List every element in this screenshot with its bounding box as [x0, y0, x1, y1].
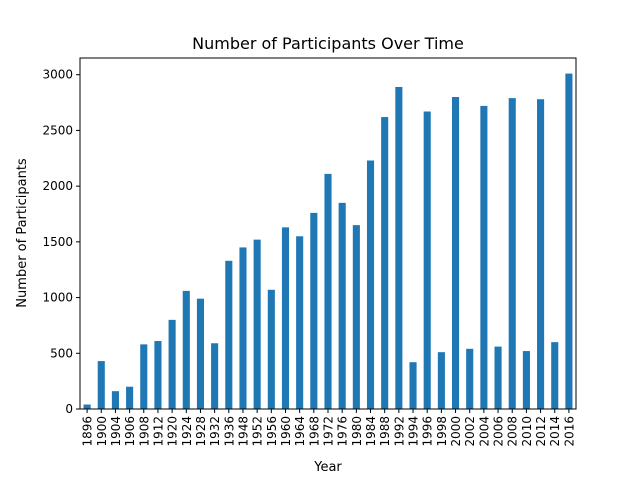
x-tick-label: 2008 — [506, 416, 520, 447]
x-tick-label: 1960 — [279, 416, 293, 447]
x-tick-label: 2012 — [534, 416, 548, 447]
chart-title: Number of Participants Over Time — [192, 34, 464, 53]
bar-1980 — [352, 225, 360, 409]
y-tick-label: 500 — [50, 346, 73, 360]
x-tick-label: 1988 — [378, 416, 392, 447]
x-tick-label: 1968 — [307, 416, 321, 447]
x-tick-label: 1992 — [392, 416, 406, 447]
x-tick-label: 2000 — [449, 416, 463, 447]
x-tick-label: 1908 — [137, 416, 151, 447]
y-tick-label: 2500 — [42, 123, 73, 137]
x-tick-label: 1906 — [123, 416, 137, 447]
x-tick-label: 1896 — [81, 416, 95, 447]
y-axis-label: Number of Participants — [15, 158, 30, 308]
x-tick-label: 1948 — [236, 416, 250, 447]
bar-1920 — [168, 319, 176, 409]
x-tick-label: 1912 — [151, 416, 165, 447]
bar-1952 — [253, 239, 261, 409]
x-tick-label: 1932 — [208, 416, 222, 447]
bar-2006 — [494, 346, 502, 409]
x-tick-label: 1920 — [166, 416, 180, 447]
bar-1936 — [225, 260, 233, 409]
x-tick-label: 1952 — [251, 416, 265, 447]
bar-1964 — [296, 236, 304, 409]
bar-1960 — [281, 227, 290, 409]
bar-2008 — [508, 98, 516, 410]
bar-1994 — [409, 362, 417, 409]
bar-1928 — [196, 298, 204, 409]
x-tick-label: 1964 — [293, 416, 307, 447]
x-tick-label: 1904 — [109, 416, 123, 447]
bar-1956 — [267, 289, 275, 409]
x-axis-label: Year — [313, 460, 342, 475]
bar-1976 — [338, 202, 346, 409]
y-tick-label: 1500 — [42, 235, 73, 249]
x-tick-label: 1956 — [265, 416, 279, 447]
y-tick-label: 1000 — [42, 291, 73, 305]
x-tick-label: 2016 — [562, 416, 576, 447]
x-tick-label: 2006 — [492, 416, 506, 447]
bar-1948 — [239, 247, 247, 409]
bar-1968 — [310, 212, 318, 409]
x-tick-label: 1936 — [222, 416, 236, 447]
bar-1924 — [182, 290, 190, 409]
bar-1996 — [423, 111, 431, 410]
y-tick-label: 3000 — [42, 68, 73, 82]
bar-2014 — [551, 342, 559, 409]
bar-2002 — [466, 348, 474, 409]
x-tick-label: 2010 — [520, 416, 534, 447]
x-tick-label: 2002 — [463, 416, 477, 447]
bar-1900 — [97, 361, 105, 409]
bar-2004 — [480, 105, 488, 409]
x-tick-label: 1994 — [407, 416, 421, 447]
bar-group — [83, 73, 573, 410]
x-tick-label: 1998 — [435, 416, 449, 447]
plot-frame — [79, 57, 577, 410]
bar-1932 — [211, 343, 219, 409]
y-tick-label: 2000 — [42, 179, 73, 193]
bar-2016 — [565, 73, 573, 409]
bar-1992 — [395, 86, 403, 409]
x-tick-label: 1972 — [322, 416, 336, 447]
x-tick-label: 2004 — [477, 416, 491, 447]
x-tick-label: 1980 — [350, 416, 364, 447]
bar-1896 — [83, 404, 91, 409]
bar-1906 — [126, 386, 134, 409]
y-axis: 0 500 1000 1500 2000 2500 3000 — [42, 68, 80, 416]
x-tick-label: 1996 — [421, 416, 435, 447]
x-tick-label: 1900 — [95, 416, 109, 447]
bar-1904 — [111, 391, 119, 409]
x-axis: 1896 1900 1904 1906 1908 1912 1920 1924 1928 1932… — [81, 409, 576, 447]
x-tick-label: 1924 — [180, 416, 194, 447]
bar-1998 — [437, 352, 445, 409]
bar-1988 — [381, 117, 389, 409]
bar-2000 — [452, 97, 460, 409]
bar-2010 — [522, 351, 530, 409]
x-tick-label: 1928 — [194, 416, 208, 447]
x-tick-label: 1984 — [364, 416, 378, 447]
bar-1908 — [140, 344, 148, 409]
bar-2012 — [537, 99, 545, 409]
bar-1912 — [154, 341, 162, 409]
x-tick-label: 2014 — [548, 416, 562, 447]
bar-1984 — [366, 160, 375, 409]
x-tick-label: 1976 — [336, 416, 350, 447]
bar-1972 — [324, 173, 332, 409]
y-tick-label: 0 — [65, 402, 73, 416]
